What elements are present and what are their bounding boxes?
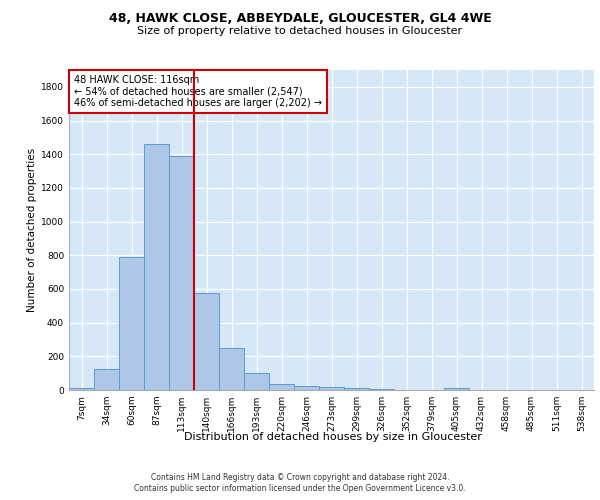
Text: 48, HAWK CLOSE, ABBEYDALE, GLOUCESTER, GL4 4WE: 48, HAWK CLOSE, ABBEYDALE, GLOUCESTER, G… xyxy=(109,12,491,26)
Bar xyxy=(319,388,344,390)
Bar xyxy=(169,156,194,390)
Text: 48 HAWK CLOSE: 116sqm
← 54% of detached houses are smaller (2,547)
46% of semi-d: 48 HAWK CLOSE: 116sqm ← 54% of detached … xyxy=(74,75,322,108)
Bar xyxy=(119,257,144,390)
Bar xyxy=(269,384,294,390)
Bar xyxy=(94,369,119,390)
Text: Contains HM Land Registry data © Crown copyright and database right 2024.: Contains HM Land Registry data © Crown c… xyxy=(151,472,449,482)
Bar xyxy=(194,293,219,390)
Bar xyxy=(444,388,469,390)
Text: Contains public sector information licensed under the Open Government Licence v3: Contains public sector information licen… xyxy=(134,484,466,493)
Text: Size of property relative to detached houses in Gloucester: Size of property relative to detached ho… xyxy=(137,26,463,36)
Text: Distribution of detached houses by size in Gloucester: Distribution of detached houses by size … xyxy=(184,432,482,442)
Bar xyxy=(144,144,169,390)
Bar xyxy=(244,372,269,390)
Bar xyxy=(344,388,369,390)
Bar xyxy=(69,388,94,390)
Bar xyxy=(294,386,319,390)
Bar xyxy=(369,389,394,390)
Y-axis label: Number of detached properties: Number of detached properties xyxy=(27,148,37,312)
Bar xyxy=(219,348,244,390)
